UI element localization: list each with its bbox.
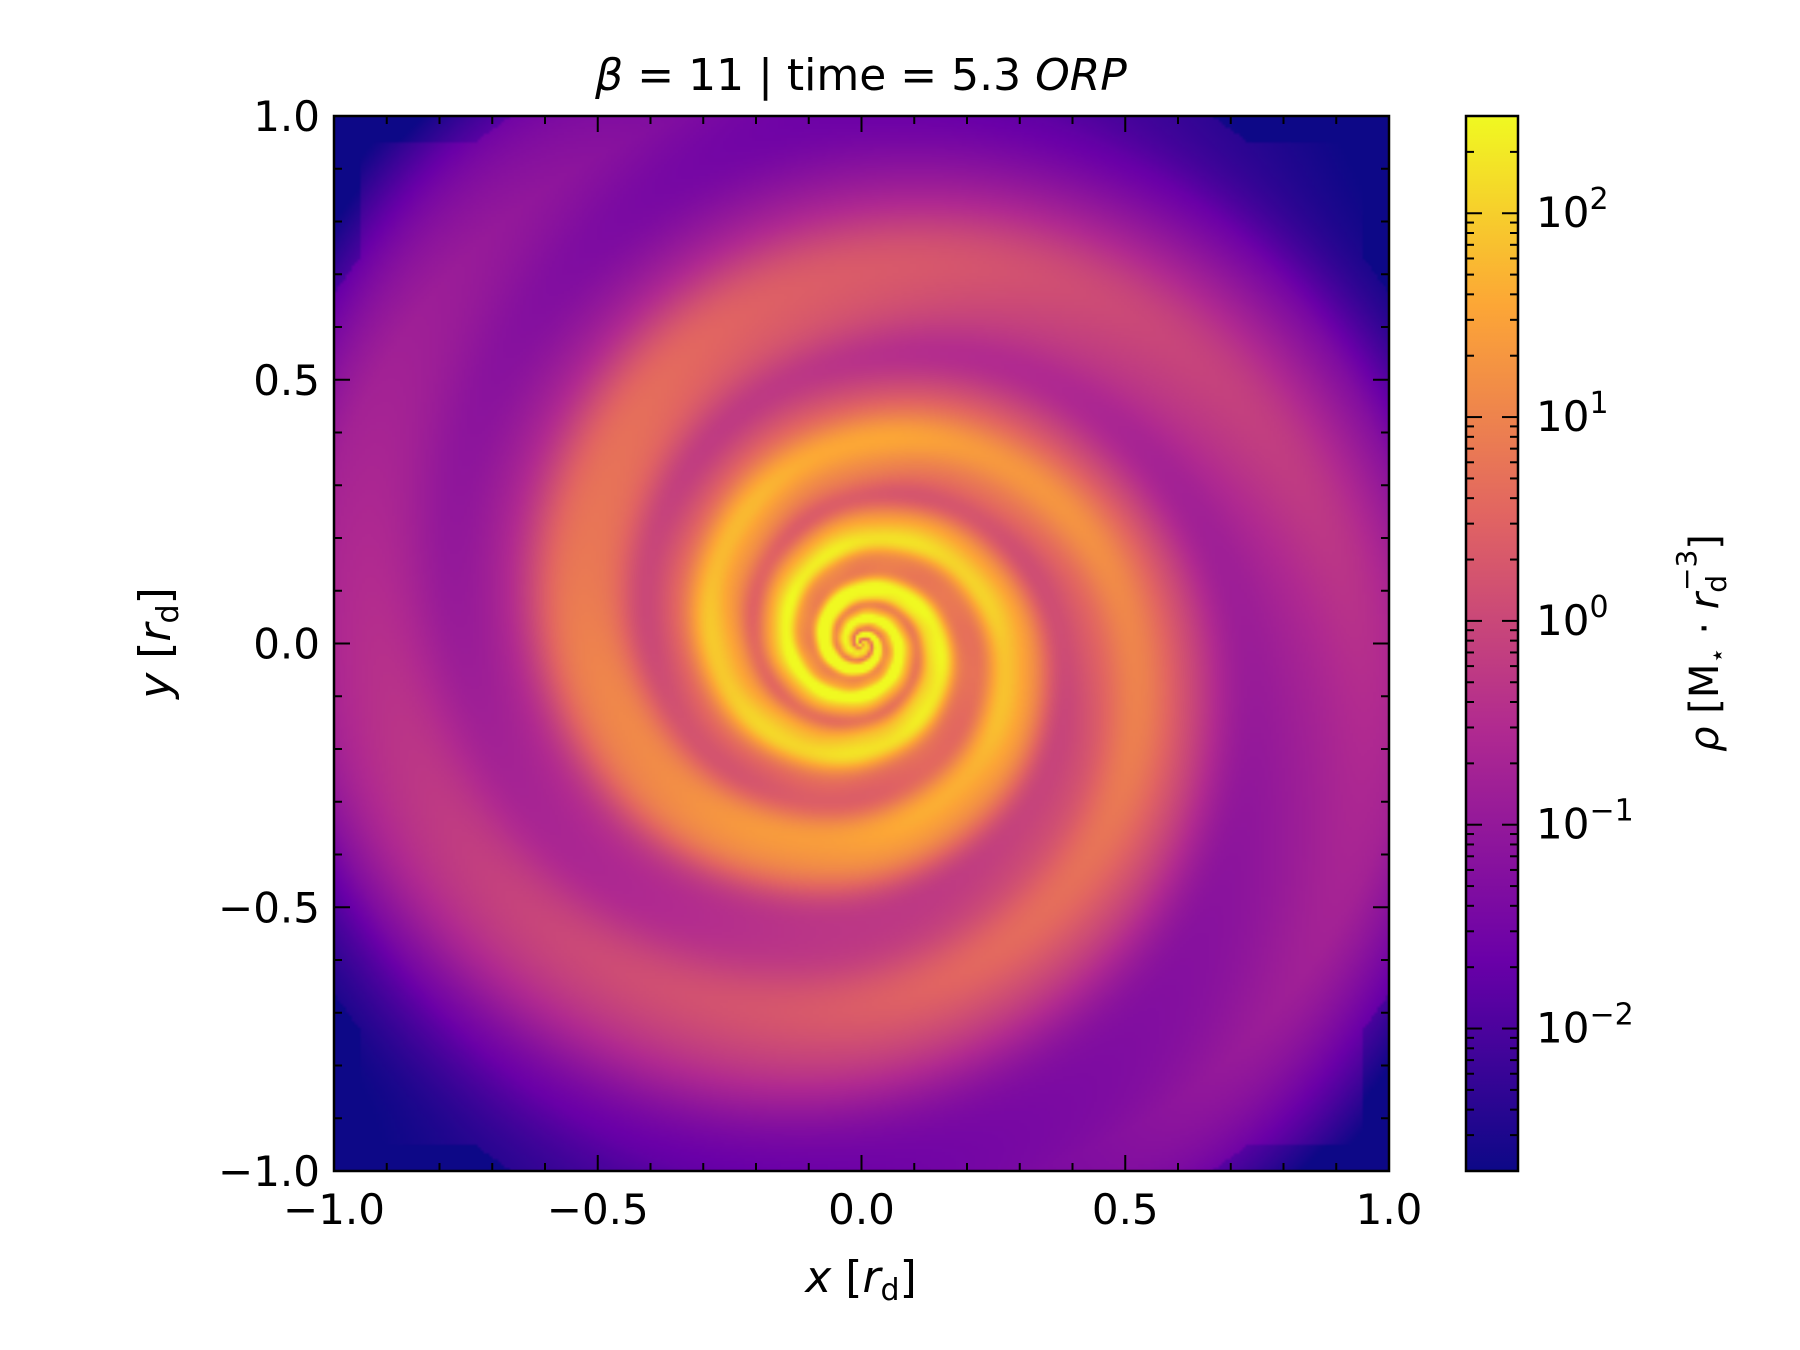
colorbar-ticks [1466, 115, 1518, 1172]
density-heatmap [334, 116, 1389, 1171]
colorbar-frame [1464, 114, 1520, 1173]
axis-ticks [333, 115, 1390, 1172]
y-tick-label: 0.0 [253, 620, 320, 669]
colorbar-tick-labels: 10−2 10−1 100 101 102 [1536, 182, 1634, 1052]
chart-title: β = 11 | time = 5.3 ORP [594, 50, 1127, 101]
y-tick-labels: −1.0 −0.5 0.0 0.5 1.0 [218, 92, 320, 1196]
x-tick-label: 1.0 [1356, 1185, 1423, 1234]
colorbar-tick-label: 100 [1536, 590, 1609, 645]
y-tick-label: 0.5 [253, 356, 320, 405]
x-tick-label: 0.0 [828, 1185, 895, 1234]
colorbar-label: ρ [M⋆ · rd−3] [1670, 534, 1733, 752]
colorbar-tick-label: 101 [1536, 386, 1609, 441]
colorbar-tick-label: 102 [1536, 182, 1609, 237]
y-tick-label: −0.5 [218, 883, 320, 932]
x-tick-label: −0.5 [547, 1185, 649, 1234]
y-axis-label: y [rd] [130, 587, 186, 701]
density-field-image [334, 116, 1389, 1171]
y-tick-label: −1.0 [218, 1147, 320, 1196]
colorbar-tick-label: 10−2 [1536, 998, 1634, 1053]
y-tick-label: 1.0 [253, 92, 320, 141]
x-axis-label: x [rd] [803, 1252, 917, 1308]
colorbar-gradient [1466, 116, 1518, 1171]
x-tick-label: −1.0 [283, 1185, 385, 1234]
colorbar-tick-label: 10−1 [1536, 794, 1634, 849]
x-tick-label: 0.5 [1092, 1185, 1159, 1234]
x-tick-labels: −1.0 −0.5 0.0 0.5 1.0 [283, 1185, 1422, 1234]
